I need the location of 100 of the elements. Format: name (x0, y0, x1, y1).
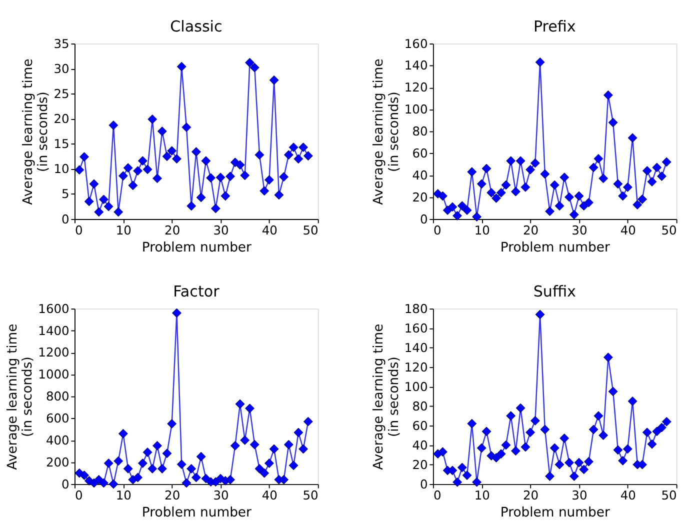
point (482, 164, 492, 174)
point (462, 470, 472, 480)
point (148, 114, 158, 124)
point (274, 190, 284, 200)
y-tick-label: 140 (404, 340, 428, 355)
point (279, 474, 289, 484)
point (506, 411, 516, 421)
point (438, 447, 448, 457)
y-tick-label: 400 (46, 433, 70, 448)
y-tick-label: 80 (412, 124, 428, 139)
point (476, 179, 486, 189)
point (472, 477, 482, 487)
point (457, 201, 467, 211)
point (133, 472, 143, 482)
y-tick-label: 40 (412, 168, 428, 182)
y-tick-label: 140 (404, 58, 428, 73)
point (284, 440, 294, 450)
point (240, 170, 250, 180)
x-axis-title: Problem number (500, 506, 610, 521)
point (647, 177, 657, 186)
point (657, 422, 666, 432)
x-axis-title: Problem number (500, 240, 610, 256)
x-tick-label: 50 (661, 224, 677, 238)
point (622, 182, 632, 192)
point (196, 192, 206, 202)
point (264, 458, 274, 468)
point (472, 212, 482, 222)
point (613, 445, 623, 455)
point (662, 416, 672, 426)
point (545, 472, 554, 481)
y-tick-label: 120 (404, 360, 428, 374)
point (452, 211, 462, 220)
point (128, 180, 138, 190)
point (448, 202, 458, 212)
y-tick-label: 800 (46, 390, 70, 404)
chart-title: Factor (173, 282, 220, 300)
point (80, 470, 89, 480)
point (230, 440, 240, 450)
point (138, 458, 148, 468)
point (303, 416, 313, 426)
point (550, 443, 560, 453)
point (269, 75, 279, 85)
point (574, 191, 584, 201)
point (294, 154, 304, 164)
point (260, 186, 270, 196)
y-tick-label: 180 (404, 302, 428, 316)
x-tick-label: 0 (433, 488, 442, 503)
y-tick-label: 1200 (38, 346, 70, 360)
point (448, 466, 458, 476)
point (118, 171, 128, 181)
point (80, 152, 89, 162)
point (492, 193, 501, 203)
point (486, 188, 496, 198)
point (260, 468, 270, 478)
point (457, 462, 467, 472)
y-tick-label: 1400 (38, 324, 70, 338)
point (535, 310, 545, 320)
point (540, 169, 550, 179)
point (501, 440, 511, 450)
point (99, 478, 108, 488)
point (118, 428, 128, 438)
point (564, 192, 574, 202)
y-tick-label: 80 (412, 399, 428, 414)
x-tick-label: 40 (620, 488, 636, 503)
x-tick-label: 40 (262, 224, 278, 238)
point (564, 458, 574, 468)
x-tick-label: 50 (661, 488, 677, 503)
point (104, 202, 114, 212)
point (642, 428, 652, 438)
point (269, 444, 279, 454)
point (176, 62, 186, 72)
x-tick-label: 30 (572, 488, 588, 503)
x-tick-label: 0 (74, 488, 83, 503)
y-tick-label: 1600 (38, 302, 70, 316)
y-tick-label: 160 (404, 36, 428, 51)
point (652, 426, 662, 436)
point (84, 196, 94, 206)
chart-title: Classic (170, 17, 222, 36)
y-tick-label: 100 (404, 102, 428, 117)
point (535, 57, 545, 67)
point (579, 464, 589, 474)
x-tick-label: 40 (262, 488, 278, 503)
point (206, 173, 216, 183)
point (622, 444, 632, 454)
x-tick-label: 10 (116, 488, 132, 503)
y-tick-label: 30 (54, 62, 70, 76)
x-tick-label: 20 (164, 488, 180, 503)
point (452, 477, 462, 487)
x-tick-label: 50 (302, 224, 318, 238)
point (74, 165, 84, 175)
point (94, 207, 104, 217)
point (618, 191, 628, 201)
point (152, 440, 162, 450)
point (642, 166, 652, 176)
point (94, 474, 104, 484)
point (201, 156, 211, 166)
point (245, 58, 254, 68)
point (220, 191, 230, 201)
point (235, 160, 245, 170)
point (569, 210, 579, 220)
